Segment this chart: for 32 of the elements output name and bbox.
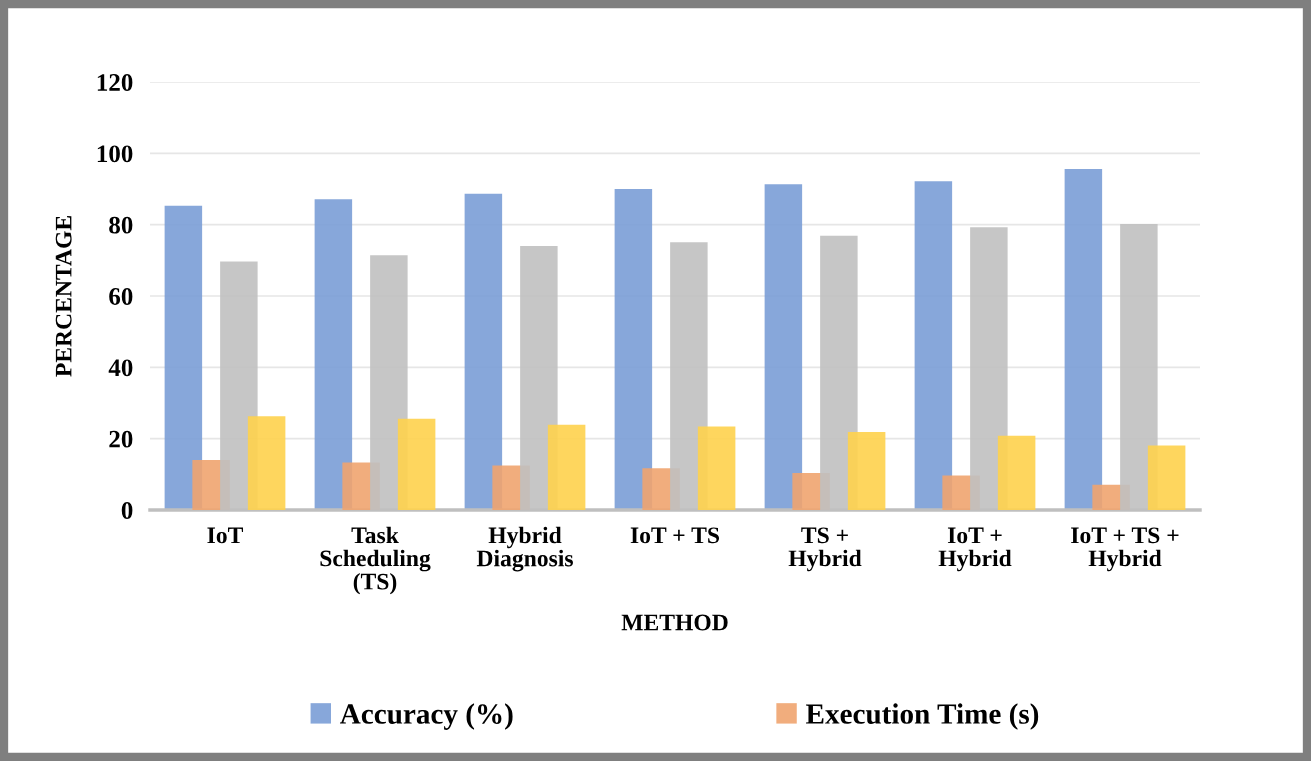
x-tick-label: IoT + TS + Hybrid xyxy=(1071,527,1179,572)
x-tick-label: IoT + TS xyxy=(630,527,720,544)
y-tick-label: 60 xyxy=(109,288,133,305)
bar xyxy=(314,199,353,510)
bar xyxy=(914,181,953,510)
y-axis-title: PERCENTAGE xyxy=(55,216,72,377)
x-tick-label: TS + Hybrid xyxy=(788,527,862,572)
bar xyxy=(547,424,586,510)
bar xyxy=(397,418,436,510)
bar xyxy=(464,193,503,510)
bar xyxy=(847,431,886,510)
y-tick-label: 80 xyxy=(109,216,133,234)
y-tick-label: 40 xyxy=(108,359,133,377)
y-tick-label: 20 xyxy=(109,430,133,448)
bar xyxy=(764,184,803,510)
y-tick-label: 100 xyxy=(97,145,133,163)
bar xyxy=(697,426,736,510)
legend-label: Execution Time (s) xyxy=(806,703,1039,730)
legend-label: Accuracy (%) xyxy=(340,703,513,730)
bar xyxy=(164,205,203,510)
x-tick-label: Task Scheduling (TS) xyxy=(320,526,431,595)
x-tick-label: Hybrid Diagnosis xyxy=(476,526,573,572)
y-tick-label: 0 xyxy=(121,502,133,519)
bar xyxy=(997,435,1036,510)
x-axis-title: METHOD xyxy=(621,614,728,631)
bar xyxy=(1147,445,1186,510)
bar xyxy=(1064,169,1103,510)
bar xyxy=(614,189,653,510)
x-tick-label: IoT xyxy=(207,527,244,544)
bar xyxy=(247,416,286,510)
x-tick-label: IoT + Hybrid xyxy=(938,527,1012,572)
y-tick-label: 120 xyxy=(97,74,133,91)
